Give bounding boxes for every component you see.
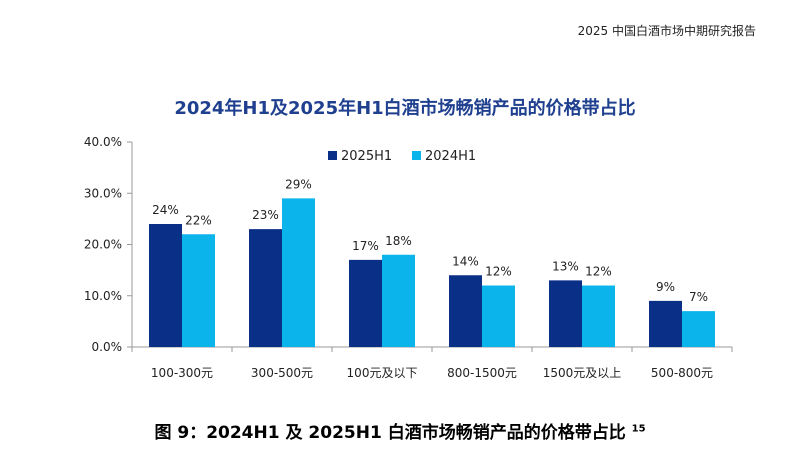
data-label: 23% xyxy=(252,208,279,222)
bar-2025H1-5 xyxy=(649,300,682,347)
chart-title: 2024年H1及2025年H1白酒市场畅销产品的价格带占比 xyxy=(174,97,635,119)
bar-2025H1-4 xyxy=(549,280,582,347)
legend: 2025H1 2024H1 xyxy=(328,149,476,164)
bar-2024H1-5 xyxy=(682,311,715,347)
caption-footnote: 15 xyxy=(631,423,646,435)
y-tick-label: 30.0% xyxy=(84,186,122,200)
legend-label: 2024H1 xyxy=(425,149,476,164)
y-axis: 0.0% 10.0% 20.0% 30.0% 40.0% xyxy=(84,135,133,354)
bar-2025H1-3 xyxy=(449,275,482,347)
data-label: 13% xyxy=(552,259,579,273)
data-label: 9% xyxy=(656,280,675,294)
data-label: 22% xyxy=(185,213,212,227)
x-axis: 100-300元 300-500元 100元及以下 800-1500元 1500元及以上… xyxy=(131,346,733,380)
bar-2025H1-1 xyxy=(249,229,282,347)
data-label: 24% xyxy=(152,203,179,217)
report-header: 2025 中国白酒市场中期研究报告 xyxy=(577,24,756,38)
y-tick-label: 40.0% xyxy=(84,135,122,149)
data-label: 17% xyxy=(352,239,379,253)
data-label: 7% xyxy=(689,290,708,304)
bar-2025H1-0 xyxy=(149,224,182,347)
data-labels: 24% 22% 23% 29% 17% 18% 14% 12% 13% 12% 9% 7% xyxy=(152,177,708,304)
data-label: 18% xyxy=(385,234,412,248)
bar-2024H1-1 xyxy=(282,198,315,347)
bar-chart: 2024年H1及2025年H1白酒市场畅销产品的价格带占比 0.0% 10.0% 2… xyxy=(84,97,733,380)
data-label: 12% xyxy=(585,265,612,279)
caption-text: 图 9：2024H1 及 2025H1 白酒市场畅销产品的价格带占比 xyxy=(154,423,626,443)
bar-2024H1-3 xyxy=(482,285,515,347)
y-tick-label: 20.0% xyxy=(84,238,122,252)
y-tick-label: 10.0% xyxy=(84,289,122,303)
legend-label: 2025H1 xyxy=(341,149,392,164)
data-label: 14% xyxy=(452,254,479,268)
bar-2025H1-2 xyxy=(349,259,382,347)
bar-2024H1-0 xyxy=(182,234,215,347)
x-tick-label: 1500元及以上 xyxy=(543,366,622,380)
legend-swatch xyxy=(412,151,421,160)
legend-swatch xyxy=(328,151,337,160)
figure-caption: 图 9：2024H1 及 2025H1 白酒市场畅销产品的价格带占比 15 xyxy=(0,418,800,443)
x-tick-label: 800-1500元 xyxy=(447,366,517,380)
x-tick-label: 100元及以下 xyxy=(347,366,418,380)
data-label: 29% xyxy=(285,177,312,191)
bars xyxy=(149,198,715,347)
x-tick-label: 100-300元 xyxy=(151,366,213,380)
y-tick-label: 0.0% xyxy=(92,340,123,354)
bar-2024H1-4 xyxy=(582,285,615,347)
data-label: 12% xyxy=(485,265,512,279)
bar-2024H1-2 xyxy=(382,254,415,347)
x-tick-label: 500-800元 xyxy=(651,366,713,380)
x-tick-label: 300-500元 xyxy=(251,366,313,380)
